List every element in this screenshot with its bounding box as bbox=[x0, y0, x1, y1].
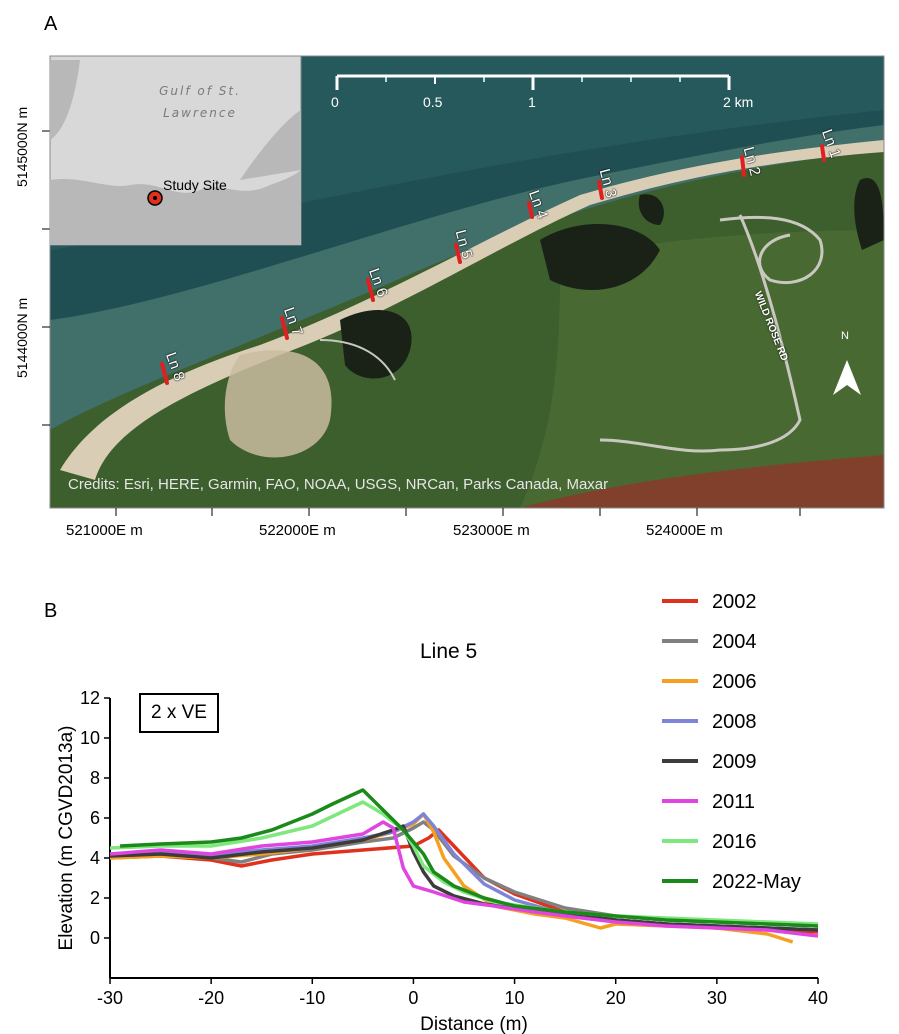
map-graphic bbox=[42, 55, 885, 516]
transect-marker-ln6 bbox=[366, 278, 375, 302]
scale-label-1: 1 bbox=[528, 94, 536, 110]
x-tick-label: -20 bbox=[198, 988, 224, 1008]
map-pond-3 bbox=[638, 194, 664, 225]
map-road-loop bbox=[719, 215, 824, 285]
elevation-profile-chart: 0 2 4 6 8 10 12 -30 -20 -10 0 10 20 30 40 Distance (m) E… bbox=[56, 591, 828, 1034]
y-tick-label: 4 bbox=[90, 848, 100, 868]
inset-water-label: Gulf of St. Lawrence bbox=[159, 84, 241, 120]
map-fields bbox=[520, 230, 884, 508]
legend-label-2016: 2016 bbox=[712, 831, 757, 853]
series-line-2009 bbox=[109, 824, 819, 932]
x-tick-label: -10 bbox=[299, 988, 325, 1008]
transect-marker-ln3 bbox=[597, 180, 604, 200]
x-tick-label: 40 bbox=[808, 988, 828, 1008]
easting-label: 521000E m bbox=[66, 522, 143, 539]
scale-bar bbox=[335, 74, 731, 90]
inset-land-east bbox=[240, 110, 301, 180]
y-axis-label: Elevation (m CGVD2013a) bbox=[56, 726, 77, 951]
map-pond-1 bbox=[340, 310, 412, 379]
study-site-label: Study Site bbox=[163, 177, 227, 193]
northing-label: 5144000N m bbox=[14, 297, 30, 378]
series-line-2022-May bbox=[120, 788, 819, 928]
transect-marker-ln4 bbox=[527, 201, 534, 219]
map-frame bbox=[49, 55, 885, 509]
x-axis-label: Distance (m) bbox=[420, 1014, 528, 1034]
study-site-dot bbox=[153, 196, 157, 200]
map-dunes bbox=[224, 350, 332, 458]
inset-land bbox=[50, 170, 301, 245]
scale-label-0-5: 0.5 bbox=[423, 94, 443, 110]
legend-label-2004: 2004 bbox=[712, 631, 757, 653]
y-tick-label: 12 bbox=[80, 688, 100, 708]
north-label: N bbox=[841, 330, 849, 342]
scale-label-2km: 2 km bbox=[723, 94, 754, 110]
transect-marker-ln5 bbox=[454, 243, 462, 264]
legend-label-2009: 2009 bbox=[712, 751, 757, 773]
easting-label: 522000E m bbox=[259, 522, 336, 539]
satellite-map: 0 0.5 1 2 km Gulf of St. Lawrence Study … bbox=[14, 55, 885, 539]
map-pond-2 bbox=[540, 223, 660, 290]
legend-label-2006: 2006 bbox=[712, 671, 757, 693]
legend-label-2022-May: 2022-May bbox=[712, 871, 801, 893]
map-road bbox=[599, 214, 802, 453]
easting-label: 524000E m bbox=[646, 522, 723, 539]
x-tick-label: -30 bbox=[97, 988, 123, 1008]
x-tick-label: 0 bbox=[408, 988, 418, 1008]
map-credit: Credits: Esri, HERE, Garmin, FAO, NOAA, … bbox=[68, 476, 609, 493]
map-cliff bbox=[520, 455, 884, 508]
x-tick-label: 30 bbox=[707, 988, 727, 1008]
transect-marker-ln1 bbox=[820, 144, 826, 162]
legend-label-2008: 2008 bbox=[712, 711, 757, 733]
northing-label: 5145000N m bbox=[14, 106, 30, 187]
series-line-2006 bbox=[109, 812, 794, 944]
x-tick-label: 20 bbox=[606, 988, 626, 1008]
x-tick-label: 10 bbox=[505, 988, 525, 1008]
y-tick-label: 6 bbox=[90, 808, 100, 828]
transect-marker-ln8 bbox=[160, 362, 169, 385]
map-trail bbox=[319, 339, 396, 381]
transect-marker-ln7 bbox=[280, 316, 289, 340]
legend-label-2011: 2011 bbox=[712, 791, 755, 813]
y-tick-label: 8 bbox=[90, 768, 100, 788]
easting-label: 523000E m bbox=[453, 522, 530, 539]
panel-label-a: A bbox=[44, 13, 58, 35]
legend-label-2002: 2002 bbox=[712, 591, 757, 613]
y-tick-label: 0 bbox=[90, 928, 100, 948]
y-tick-label: 10 bbox=[80, 728, 100, 748]
chart-title: Line 5 bbox=[420, 640, 478, 663]
y-tick-label: 2 bbox=[90, 888, 100, 908]
scale-label-0: 0 bbox=[331, 94, 339, 110]
vertical-exaggeration-label: 2 x VE bbox=[139, 693, 219, 733]
panel-label-b: B bbox=[44, 600, 58, 622]
map-pond-4 bbox=[854, 178, 884, 250]
north-arrow-icon bbox=[833, 360, 861, 395]
inset-land-west bbox=[50, 60, 80, 140]
series-line-2011 bbox=[109, 820, 819, 938]
transect-marker-ln2 bbox=[740, 155, 746, 177]
